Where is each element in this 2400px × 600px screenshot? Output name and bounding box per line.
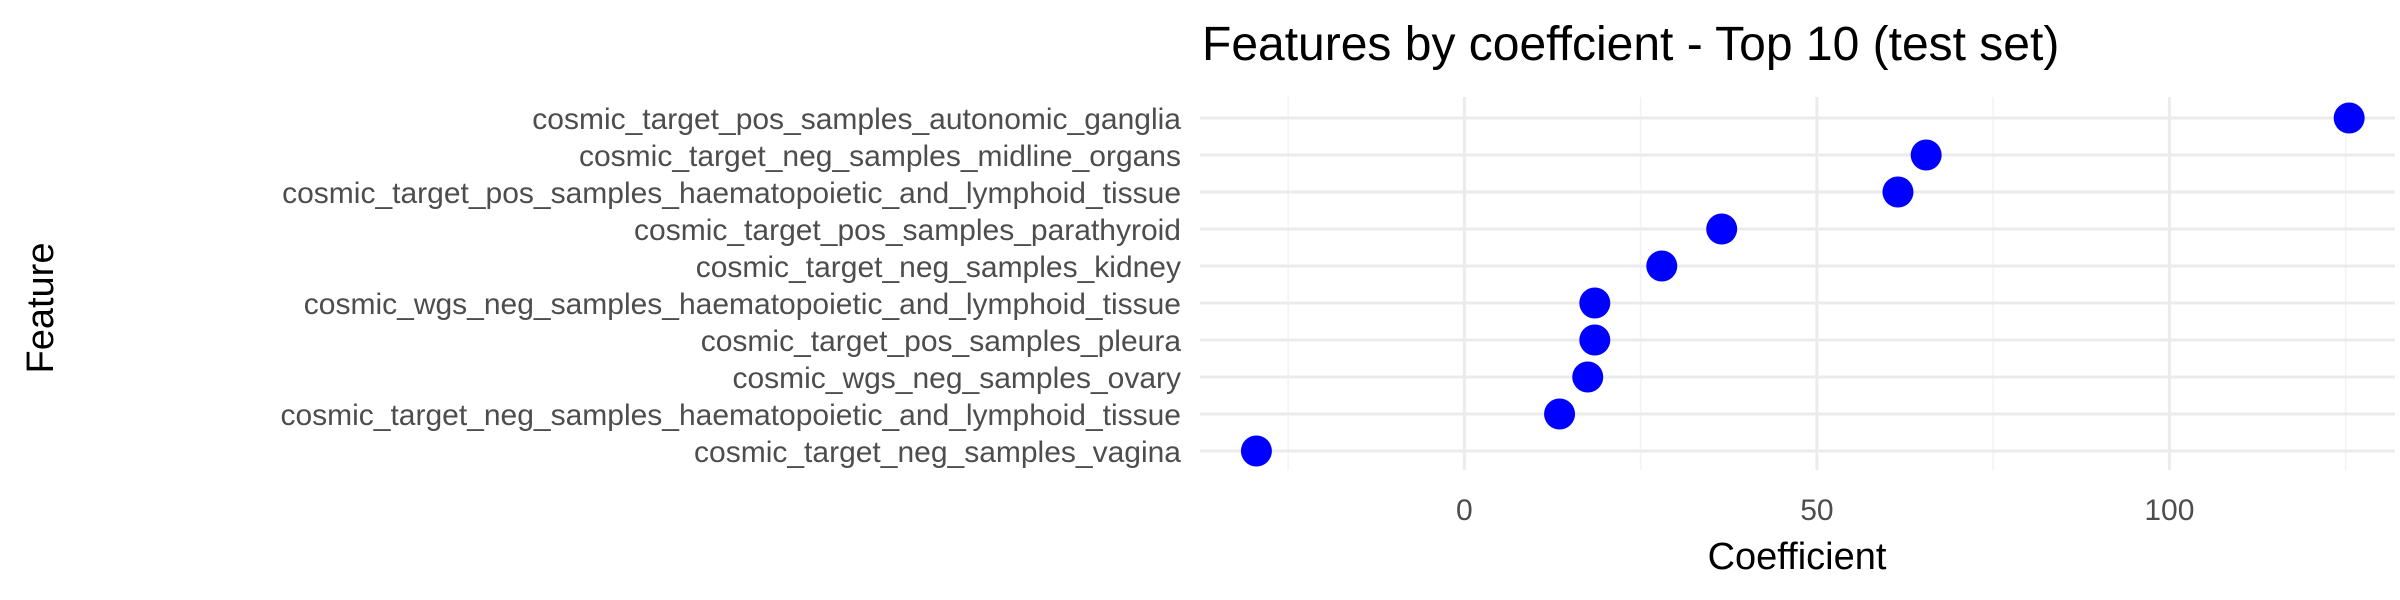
category-label: cosmic_target_neg_samples_kidney — [696, 251, 1181, 284]
category-label: cosmic_target_pos_samples_autonomic_gang… — [532, 103, 1181, 136]
category-label: cosmic_target_pos_samples_parathyroid — [634, 214, 1181, 247]
x-tick-labels: 0 50 100 — [1456, 494, 2194, 527]
y-axis-title: Feature — [20, 243, 62, 374]
x-tick-label: 0 — [1456, 494, 1473, 527]
data-point — [1910, 139, 1942, 171]
category-labels: cosmic_target_pos_samples_autonomic_gang… — [280, 103, 1181, 469]
data-point — [1882, 176, 1914, 208]
x-tick-label: 50 — [1800, 494, 1833, 527]
data-points — [1240, 102, 2365, 467]
x-tick-label: 100 — [2144, 494, 2194, 527]
x-axis-title: Coefficient — [1708, 536, 1887, 578]
data-point — [1240, 435, 1272, 467]
data-point — [1646, 250, 1678, 282]
category-label: cosmic_target_neg_samples_haematopoietic… — [280, 399, 1181, 432]
data-point — [1579, 287, 1611, 319]
data-point — [1572, 361, 1604, 393]
data-point — [2333, 102, 2365, 134]
data-point — [1706, 213, 1738, 245]
category-label: cosmic_wgs_neg_samples_ovary — [732, 362, 1181, 395]
grid — [1200, 97, 2395, 470]
category-label: cosmic_target_pos_samples_haematopoietic… — [282, 177, 1181, 210]
category-label: cosmic_target_pos_samples_pleura — [701, 325, 1182, 358]
category-label: cosmic_target_neg_samples_vagina — [694, 436, 1181, 469]
category-label: cosmic_target_neg_samples_midline_organs — [579, 140, 1181, 173]
data-point — [1544, 398, 1576, 430]
chart-title: Features by coeffcient - Top 10 (test se… — [1202, 18, 2059, 71]
category-label: cosmic_wgs_neg_samples_haematopoietic_an… — [304, 288, 1181, 321]
data-point — [1579, 324, 1611, 356]
